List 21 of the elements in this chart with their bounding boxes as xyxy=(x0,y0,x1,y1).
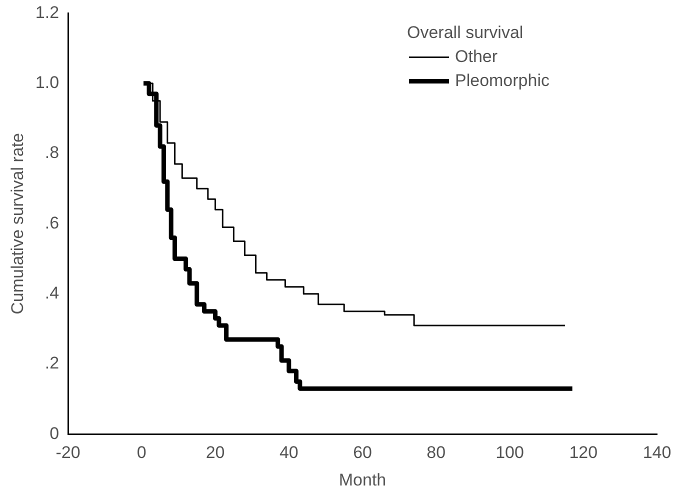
x-axis-title: Month xyxy=(338,470,386,490)
x-tick-label: -20 xyxy=(56,443,80,462)
x-tick-label: 100 xyxy=(496,443,524,462)
legend-title: Overall survival xyxy=(407,22,524,42)
x-tick-label: 40 xyxy=(279,443,298,462)
x-tick-label: 20 xyxy=(206,443,225,462)
x-tick-label: 0 xyxy=(136,443,146,462)
y-tick-label: .8 xyxy=(44,143,60,162)
legend-label: Other xyxy=(455,46,498,66)
x-tick-label: 120 xyxy=(569,443,598,462)
y-tick-label: .6 xyxy=(44,213,60,232)
y-tick-label: .4 xyxy=(44,284,60,303)
y-tick-label: 1.2 xyxy=(35,2,60,22)
x-tick-label: 60 xyxy=(353,443,372,462)
legend-label: Pleomorphic xyxy=(455,70,550,90)
y-tick-label: .2 xyxy=(44,354,60,373)
y-tick-label: 1.0 xyxy=(35,73,60,92)
y-tick-label: 0 xyxy=(50,424,60,443)
x-tick-label: 80 xyxy=(426,443,446,462)
x-tick-label: 140 xyxy=(642,443,672,462)
y-axis-title: Cumulative survival rate xyxy=(8,132,27,314)
